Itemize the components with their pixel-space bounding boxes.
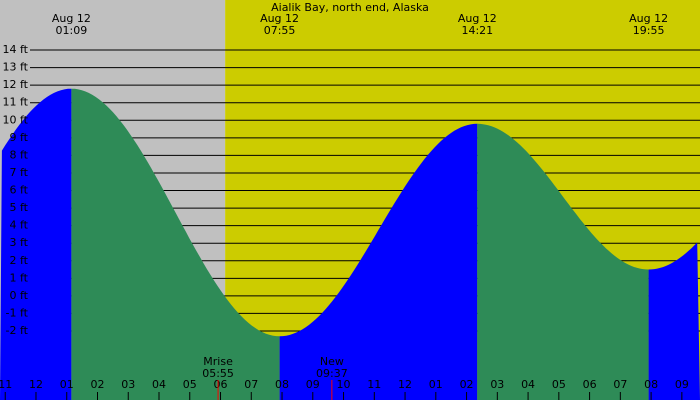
x-tick-label: 11 [367, 378, 381, 391]
x-tick-label: 02 [90, 378, 104, 391]
y-tick-label: -2 ft [6, 324, 29, 337]
moon-event-time: 05:55 [202, 367, 234, 380]
chart-title: Aialik Bay, north end, Alaska [271, 1, 429, 14]
extreme-date: Aug 12 [52, 12, 91, 25]
x-tick-label: 04 [521, 378, 535, 391]
x-tick-label: 08 [644, 378, 658, 391]
y-tick-label: 4 ft [10, 219, 29, 232]
y-tick-label: 5 ft [10, 201, 29, 214]
x-tick-label: 10 [337, 378, 351, 391]
tide-rising [279, 123, 478, 400]
tide-falling [71, 88, 280, 400]
y-tick-label: 14 ft [3, 43, 29, 56]
y-tick-label: 9 ft [10, 131, 29, 144]
extreme-time: 14:21 [461, 24, 493, 37]
extreme-time: 07:55 [264, 24, 296, 37]
y-tick-label: 11 ft [3, 96, 29, 109]
extreme-time: 19:55 [633, 24, 665, 37]
y-tick-label: 2 ft [10, 254, 29, 267]
x-tick-label: 09 [306, 378, 320, 391]
tide-trailing [648, 242, 700, 400]
extreme-date: Aug 12 [260, 12, 299, 25]
extreme-date: Aug 12 [458, 12, 497, 25]
x-tick-label: 03 [121, 378, 135, 391]
x-tick-label: 12 [29, 378, 43, 391]
x-tick-label: 11 [0, 378, 12, 391]
extreme-time: 01:09 [56, 24, 88, 37]
extreme-date: Aug 12 [629, 12, 668, 25]
x-tick-label: 05 [183, 378, 197, 391]
x-tick-label: 08 [275, 378, 289, 391]
tide-leading [0, 88, 72, 400]
y-tick-label: 6 ft [10, 184, 29, 197]
y-tick-label: 1 ft [10, 271, 29, 284]
x-tick-label: 02 [460, 378, 474, 391]
x-tick-label: 06 [583, 378, 597, 391]
x-tick-label: 01 [60, 378, 74, 391]
x-tick-label: 06 [214, 378, 228, 391]
x-tick-label: 09 [675, 378, 689, 391]
x-tick-label: 01 [429, 378, 443, 391]
y-tick-label: 3 ft [10, 236, 29, 249]
tide-falling [477, 123, 649, 400]
moon-event-label: New [320, 355, 344, 368]
y-tick-label: 0 ft [10, 289, 29, 302]
y-tick-label: 8 ft [10, 148, 29, 161]
tide-area [0, 88, 700, 400]
y-tick-label: -1 ft [6, 306, 29, 319]
x-tick-label: 05 [552, 378, 566, 391]
y-tick-label: 13 ft [3, 61, 29, 74]
y-tick-label: 7 ft [10, 166, 29, 179]
y-tick-label: 12 ft [3, 78, 29, 91]
moon-event-label: Mrise [203, 355, 233, 368]
moon-event-time: 09:37 [316, 367, 348, 380]
x-tick-label: 07 [244, 378, 258, 391]
y-tick-label: 10 ft [3, 113, 29, 126]
x-tick-label: 12 [398, 378, 412, 391]
x-tick-label: 04 [152, 378, 166, 391]
x-tick-label: 03 [490, 378, 504, 391]
x-tick-label: 07 [613, 378, 627, 391]
